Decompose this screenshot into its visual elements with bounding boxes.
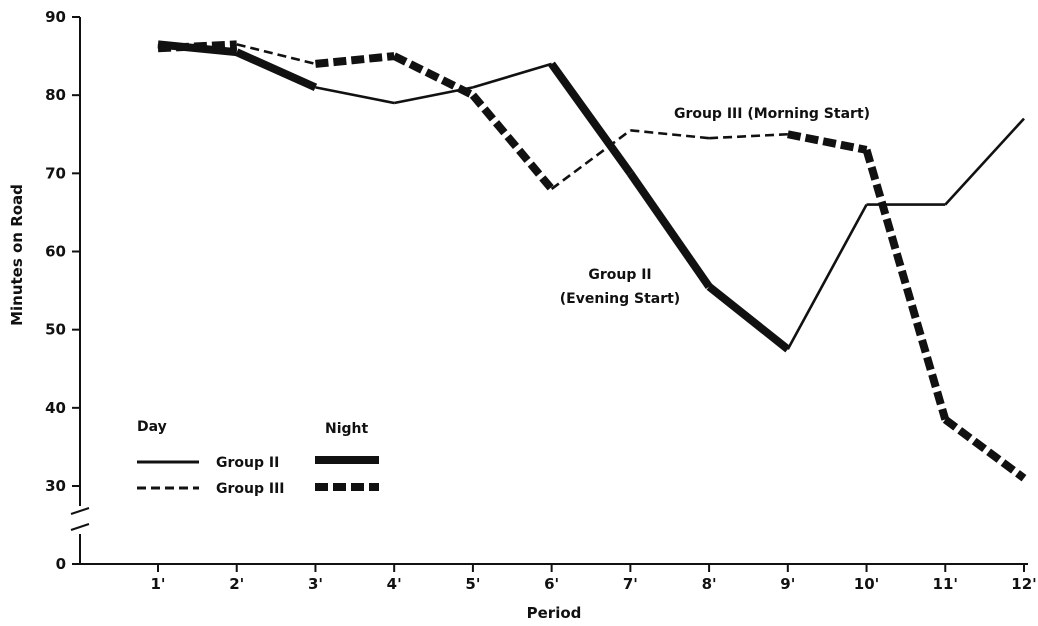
series-1-segment [548,61,634,176]
series-2-segment [392,52,475,99]
series-1-segment [627,171,713,289]
series-2-segment [469,92,555,192]
series-1-segment [472,62,553,89]
axes [70,16,1028,572]
series-2-segment [862,148,950,421]
legend-label-group2: Group II [216,455,279,471]
series-2-segment [942,416,1027,482]
legend-day-header: Day [137,419,167,435]
series-1-segment [235,48,318,92]
annotation-group2-line1: Group II [588,267,651,283]
x-tick-label: 5' [465,575,480,593]
y-tick-label: 70 [45,164,66,182]
series-1-segment [944,117,1025,206]
x-tick-label: 4' [387,575,402,593]
x-tick-label: 7' [623,575,638,593]
series-lines [157,40,1027,482]
y-tick-label: 30 [45,477,66,495]
x-tick-label: 12' [1011,575,1036,593]
x-tick-label: 10' [854,575,879,593]
x-tick-label: 2' [229,575,244,593]
legend-label-group3: Group III [216,481,285,497]
annotation-group2-line2: (Evening Start) [560,291,680,307]
x-tick-label: 6' [544,575,559,593]
y-tick-label: 90 [45,8,66,26]
y-tick-label: 80 [45,86,66,104]
y-tick-label: 60 [45,243,66,261]
series-2-segment [315,52,395,68]
series-2-segment [630,129,710,140]
series-2-segment [787,130,868,154]
series-2-segment [157,40,237,53]
y-axis-title: Minutes on Road [8,184,26,326]
series-2-segment [550,129,632,191]
x-tick-label: 9' [780,575,795,593]
legend-night-header: Night [325,421,369,437]
x-tick-label: 1' [150,575,165,593]
y-tick-label: 50 [45,321,66,339]
y-tick-label: 0 [56,555,66,573]
x-axis-title: Period [527,604,582,622]
legend: Day Night Group II Group III [137,419,379,497]
axis-break-mark [70,507,90,531]
series-1-segment [786,203,868,350]
x-tick-label: 3' [308,575,323,593]
series-2-segment [709,132,788,140]
annotation-group3: Group III (Morning Start) [674,106,870,122]
series-1-segment [315,86,395,105]
x-tick-label: 8' [702,575,717,593]
x-tick-label: 11' [933,575,958,593]
series-1-segment [706,283,791,353]
tick-labels: 90 80 70 60 50 40 30 0 1' 2' 3' 4' 5' 6' 7' 8' 9' 10' 11' 1… [45,8,1037,593]
y-tick-label: 40 [45,399,66,417]
